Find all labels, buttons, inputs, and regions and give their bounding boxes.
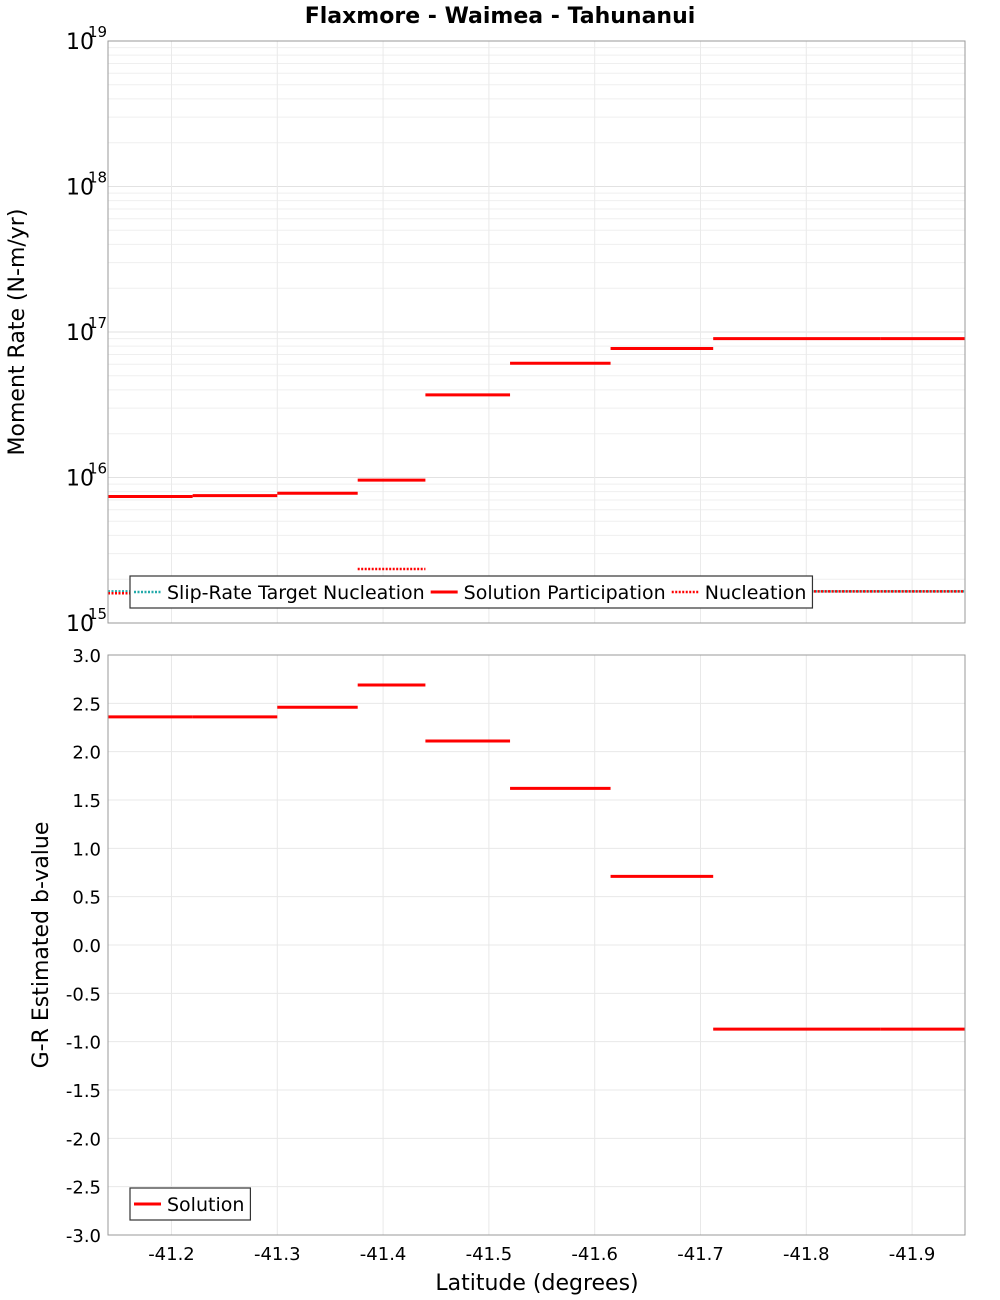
chart-title: Flaxmore - Waimea - Tahunanui xyxy=(305,4,696,29)
top-gridlines xyxy=(108,41,965,624)
y-tick-label: 10 xyxy=(66,176,94,201)
bottom-y-ticks: 3.0 2.5 2.0 1.5 1.0 0.5 0.0 -0.5 -1.0 -1.5 -2.0 -2.… xyxy=(66,646,101,1247)
y-tick-exponent: 17 xyxy=(88,314,107,332)
bottom-y-axis-label: G-R Estimated b-value xyxy=(29,822,54,1069)
x-tick-label: -41.7 xyxy=(677,1244,724,1265)
top-y-axis-label: Moment Rate (N-m/yr) xyxy=(5,209,30,456)
bottom-series xyxy=(108,683,965,1031)
y-tick-label: -2.0 xyxy=(66,1129,101,1150)
x-tick-label: -41.5 xyxy=(466,1244,513,1265)
x-tick-label: -41.2 xyxy=(148,1244,195,1265)
y-tick-label: 3.0 xyxy=(72,646,101,667)
x-tick-label: -41.9 xyxy=(889,1244,936,1265)
y-tick-label: 0.5 xyxy=(72,888,101,909)
y-tick-exponent: 18 xyxy=(88,169,107,187)
y-tick-label: 10 xyxy=(66,321,94,346)
legend-label: Solution Participation xyxy=(464,582,666,604)
y-tick-label: 1.0 xyxy=(72,839,101,860)
bottom-x-ticks: -41.2 -41.3 -41.4 -41.5 -41.6 -41.7 -41.8 -41.9 xyxy=(148,1244,935,1265)
bottom-plot-frame xyxy=(107,654,966,1236)
bottom-panel: 3.0 2.5 2.0 1.5 1.0 0.5 0.0 -0.5 -1.0 -1.5 -2.0 -2.… xyxy=(29,646,966,1296)
y-tick-label: -2.5 xyxy=(66,1178,101,1199)
legend-label: Slip-Rate Target Nucleation xyxy=(167,582,425,604)
y-tick-label: 0.0 xyxy=(72,936,101,957)
y-tick-label: 1.5 xyxy=(72,791,101,812)
top-legend: Slip-Rate Target Nucleation Solution Part… xyxy=(129,575,814,609)
legend-label: Nucleation xyxy=(705,582,807,604)
bottom-legend: Solution xyxy=(129,1187,252,1221)
y-tick-label: 10 xyxy=(66,30,94,55)
y-tick-exponent: 15 xyxy=(88,605,107,623)
y-tick-label: 10 xyxy=(66,612,94,637)
y-tick-label: 10 xyxy=(66,467,94,492)
x-axis-label: Latitude (degrees) xyxy=(435,1271,638,1296)
y-tick-exponent: 16 xyxy=(88,460,107,478)
y-tick-exponent: 19 xyxy=(88,23,107,41)
y-tick-label: -3.0 xyxy=(66,1226,101,1247)
x-tick-label: -41.4 xyxy=(360,1244,407,1265)
legend-label: Solution xyxy=(167,1194,244,1216)
x-tick-label: -41.3 xyxy=(254,1244,301,1265)
y-tick-label: 2.5 xyxy=(72,694,101,715)
top-plot-frame xyxy=(107,40,966,624)
y-tick-label: -0.5 xyxy=(66,984,101,1005)
y-tick-label: -1.0 xyxy=(66,1033,101,1054)
legend-box xyxy=(129,575,814,609)
y-tick-label: -1.5 xyxy=(66,1081,101,1102)
y-tick-label: 2.0 xyxy=(72,743,101,764)
x-tick-label: -41.8 xyxy=(783,1244,830,1265)
x-tick-label: -41.6 xyxy=(571,1244,618,1265)
